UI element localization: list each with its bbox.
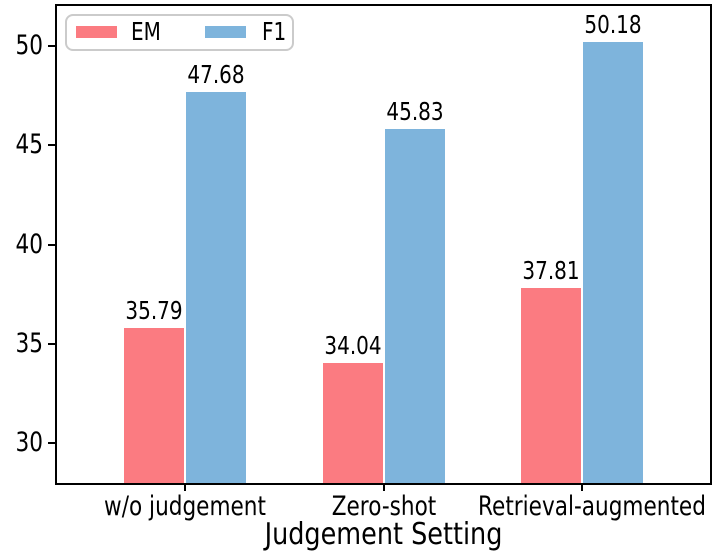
legend-label-f1: F1 bbox=[262, 17, 287, 46]
bar-em-3 bbox=[520, 288, 581, 483]
legend-swatch-em bbox=[76, 26, 117, 38]
legend: EM F1 bbox=[65, 14, 294, 51]
x-tick-mark bbox=[382, 483, 385, 491]
x-tick-label: w/o judgement bbox=[104, 491, 266, 522]
y-tick-label: 40 bbox=[15, 228, 43, 260]
y-tick-mark bbox=[48, 44, 57, 47]
bar-value-label: 37.81 bbox=[522, 256, 580, 286]
x-tick-label: Retrieval-augmented bbox=[477, 491, 706, 522]
y-tick-mark bbox=[48, 442, 57, 445]
y-tick-label: 35 bbox=[15, 327, 43, 359]
y-tick-mark bbox=[48, 342, 57, 345]
y-tick-label: 50 bbox=[15, 29, 43, 61]
bar-value-label: 47.68 bbox=[187, 59, 245, 89]
bar-value-label: 35.79 bbox=[125, 296, 183, 326]
legend-label-em: EM bbox=[131, 17, 161, 46]
x-axis-title: Judgement Setting bbox=[264, 517, 503, 552]
y-tick-label: 30 bbox=[15, 427, 43, 459]
bar-value-label: 34.04 bbox=[323, 330, 382, 360]
plot-area: EM F1 30 35 40 45 50 w/o judgement 35.79 47.68 Z… bbox=[16, 4, 712, 522]
bar-value-label: 45.83 bbox=[385, 96, 444, 126]
y-tick-label: 45 bbox=[15, 129, 43, 161]
legend-swatch-f1 bbox=[205, 26, 246, 38]
x-tick-mark bbox=[184, 483, 187, 491]
x-tick-label: Zero-shot bbox=[331, 491, 436, 522]
bar-value-label: 50.18 bbox=[584, 10, 642, 40]
bar-em-2 bbox=[322, 362, 383, 483]
y-tick-mark bbox=[48, 144, 57, 147]
y-tick-mark bbox=[48, 243, 57, 246]
bar-f1-1 bbox=[186, 91, 247, 483]
bar-f1-2 bbox=[384, 128, 445, 483]
bar-em-1 bbox=[124, 328, 185, 483]
bar-f1-3 bbox=[582, 42, 643, 483]
x-tick-mark bbox=[580, 483, 583, 491]
